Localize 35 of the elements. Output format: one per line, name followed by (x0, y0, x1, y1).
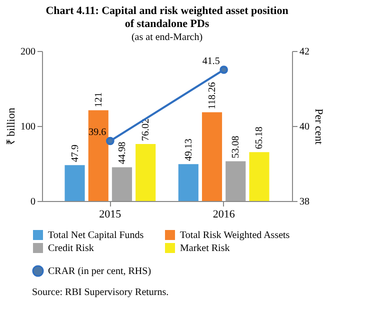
y2-axis-title: Per cent (312, 108, 324, 144)
bar (64, 165, 85, 201)
legend-label: CRAR (in per cent, RHS) (48, 266, 152, 277)
data-label: 121 (93, 92, 104, 108)
data-label: 39.6 (88, 127, 106, 138)
bar (202, 112, 222, 201)
legend-label: Total Risk Weighted Assets (180, 230, 290, 241)
bar (249, 152, 270, 201)
y2-tick-label: 42 (300, 46, 310, 58)
chart-subtitle: (as at end-March) (131, 32, 203, 43)
data-label: 65.18 (254, 126, 266, 150)
legend-label: Market Risk (180, 243, 230, 254)
y-tick-label: 200 (20, 46, 36, 58)
data-label: 44.98 (116, 142, 128, 164)
data-label: 53.08 (230, 136, 242, 158)
source-note: Source: RBI Supervisory Returns. (32, 287, 169, 298)
data-label: 41.5 (202, 56, 220, 67)
bar (136, 144, 156, 201)
bar (88, 110, 108, 201)
y-tick-label: 100 (20, 122, 36, 132)
bar (112, 167, 132, 201)
data-label: 49.13 (183, 138, 194, 162)
legend-label: Credit Risk (48, 243, 94, 254)
y2-tick-label: 40 (300, 122, 310, 132)
data-label: 47.9 (70, 144, 81, 162)
data-label: 118.26 (207, 82, 218, 110)
bar (226, 161, 246, 201)
x-tick-label: 2016 (212, 208, 236, 220)
chart-title: Chart 4.11: Capital and risk weighted asset position of standalone PDs (46, 5, 288, 30)
y2-tick-label: 38 (300, 196, 310, 208)
legend-label: Total Net Capital Funds (48, 230, 144, 241)
y-tick-label: 0 (30, 196, 36, 208)
x-tick-label: 2015 (99, 208, 122, 220)
bar (178, 164, 198, 201)
y-axis-title: ₹ billion (6, 107, 18, 146)
